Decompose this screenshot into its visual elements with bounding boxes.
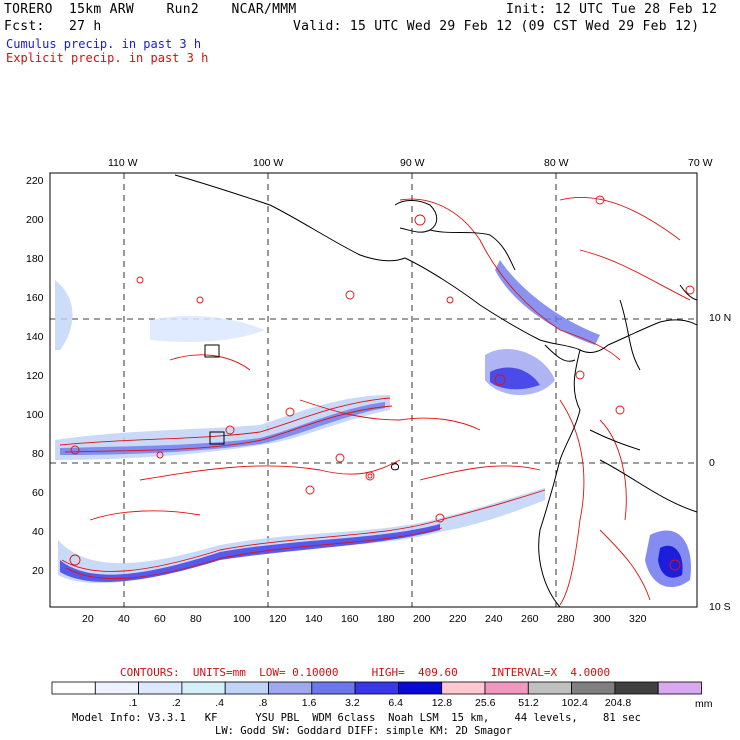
colorbar-label: 1.6 — [301, 697, 317, 709]
country-border-1 — [619, 299, 641, 371]
explicit-precip-contours — [59, 196, 691, 606]
gulf-of-honduras — [429, 229, 516, 271]
colorbar-swatch — [527, 681, 572, 695]
x-tick: 300 — [593, 613, 611, 625]
lat-label-10n: 10 N — [709, 312, 732, 324]
yucatan-coast — [394, 200, 438, 233]
colorbar-swatch — [484, 681, 529, 695]
x-tick: 240 — [485, 613, 503, 625]
colorbar-label: 25.6 — [475, 697, 496, 709]
y-tick: 160 — [26, 292, 44, 304]
colorbar-swatch — [614, 681, 659, 695]
country-border-2 — [589, 429, 641, 451]
galapagos — [391, 463, 399, 471]
model-info: Model Info: V3.3.1 KF YSU PBL WDM 6class… — [72, 712, 641, 724]
colorbar-label: 6.4 — [388, 697, 403, 709]
colorbar-label: .4 — [215, 697, 224, 709]
y-tick: 220 — [26, 175, 44, 187]
cumulus-legend: Cumulus precip. in past 3 h — [6, 37, 202, 51]
colorbar-units: mm — [695, 698, 713, 710]
forecast-hour: Fcst: 27 h — [4, 19, 102, 34]
x-tick: 120 — [269, 613, 287, 625]
x-tick: 160 — [341, 613, 359, 625]
x-tick: 220 — [449, 613, 467, 625]
coastlines — [174, 174, 698, 608]
lon-label-90w: 90 W — [400, 157, 425, 169]
x-tick: 40 — [118, 613, 130, 625]
caribbean-coast — [679, 284, 698, 301]
colorbar-label: 51.2 — [518, 697, 539, 709]
x-tick: 80 — [190, 613, 202, 625]
central-america-coast — [404, 257, 609, 353]
lon-label-70w: 70 W — [688, 157, 713, 169]
cumulus-precip-bands — [55, 260, 691, 588]
valid-time: Valid: 15 UTC Wed 29 Feb 12 (09 CST Wed … — [293, 19, 700, 34]
box-marker-2 — [209, 431, 225, 445]
colorbar-label: 12.8 — [431, 697, 453, 709]
lat-label-0: 0 — [709, 457, 715, 469]
x-tick: 280 — [557, 613, 575, 625]
colorbar-swatch — [94, 681, 140, 695]
lat-label-10s: 10 S — [709, 601, 731, 613]
x-tick: 20 — [82, 613, 94, 625]
colorbar-swatch — [268, 681, 313, 695]
contour-cells — [69, 195, 695, 571]
y-tick: 120 — [26, 370, 44, 382]
colorbar — [51, 681, 702, 695]
contour-info: CONTOURS: UNITS=mm LOW= 0.10000 HIGH= 40… — [120, 666, 611, 679]
cumulus-north-patch — [150, 315, 265, 342]
colorbar-swatch — [354, 681, 399, 695]
model-title: TORERO 15km ARW Run2 NCAR/MMM — [4, 2, 297, 17]
x-tick: 320 — [629, 613, 647, 625]
x-tick: 100 — [233, 613, 251, 625]
x-tick: 180 — [377, 613, 395, 625]
colorbar-swatch — [311, 681, 356, 695]
andes-border — [599, 459, 698, 513]
colorbar-swatch — [224, 681, 269, 695]
colorbar-swatch — [51, 681, 96, 695]
colorbar-swatch — [397, 681, 443, 695]
colorbar-label: 102.4 — [561, 697, 588, 709]
colorbar-label: .2 — [171, 697, 181, 709]
y-tick: 60 — [32, 487, 44, 499]
y-tick: 180 — [26, 253, 44, 265]
lon-label-110w: 110 W — [108, 157, 138, 169]
grid-lines — [50, 173, 697, 607]
panama-coast — [544, 344, 576, 362]
y-tick: 20 — [32, 565, 44, 577]
y-tick: 40 — [32, 526, 44, 538]
cumulus-band-north — [55, 395, 390, 460]
colorbar-label: 3.2 — [345, 697, 360, 709]
map-frame — [49, 172, 698, 608]
y-tick: 200 — [26, 214, 44, 226]
lon-label-100w: 100 W — [253, 157, 284, 169]
colorbar-swatch — [571, 681, 616, 695]
lon-label-80w: 80 W — [544, 157, 569, 169]
colorbar-label: .8 — [258, 697, 268, 709]
x-tick: 140 — [305, 613, 323, 625]
model-info-physics: LW: Godd SW: Goddard DIFF: simple KM: 2D… — [215, 725, 513, 737]
colorbar-swatch — [657, 681, 702, 695]
south-america-coast — [538, 349, 581, 608]
mexico-coast — [174, 174, 406, 262]
init-time: Init: 12 UTC Tue 28 Feb 12 — [506, 2, 718, 17]
colorbar-swatch — [181, 681, 226, 695]
colorbar-label: 204.8 — [604, 697, 632, 709]
explicit-legend: Explicit precip. in past 3 h — [6, 51, 209, 65]
colorbar-swatch — [441, 681, 486, 695]
x-tick: 200 — [413, 613, 431, 625]
cumulus-band-south — [58, 488, 545, 584]
colorbar-swatch — [138, 681, 183, 695]
x-tick: 60 — [154, 613, 166, 625]
colombia-coast — [607, 319, 698, 346]
y-tick: 140 — [26, 331, 44, 343]
box-marker-1 — [204, 344, 220, 358]
y-tick: 100 — [26, 409, 44, 421]
colorbar-label: .1 — [128, 697, 138, 709]
y-tick: 80 — [32, 448, 44, 460]
cumulus-west-patch — [55, 280, 73, 350]
x-tick: 260 — [521, 613, 539, 625]
cumulus-central-america — [495, 260, 600, 345]
